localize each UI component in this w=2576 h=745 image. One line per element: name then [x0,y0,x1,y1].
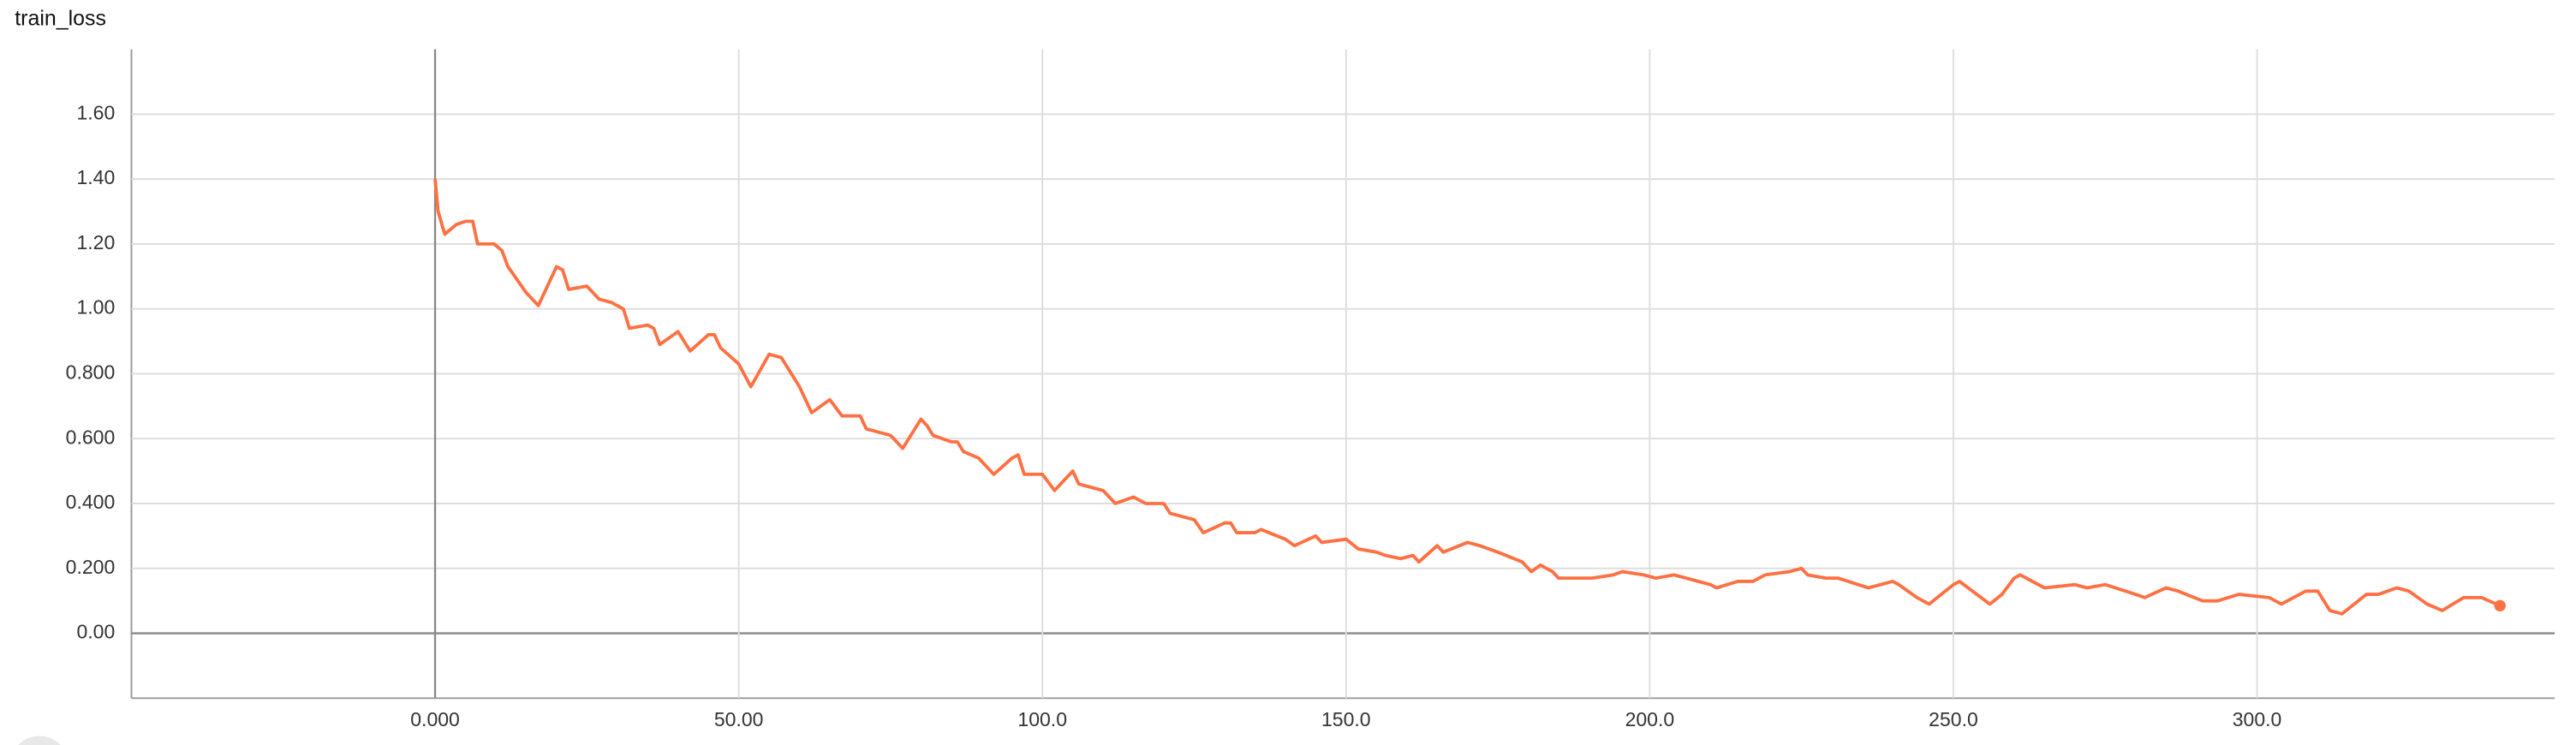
x-tick-label: 0.000 [410,708,460,730]
y-tick-label: 1.20 [76,231,115,253]
y-tick-label: 1.00 [76,296,115,319]
y-tick-label: 1.40 [76,166,115,188]
x-tick-label: 200.0 [1625,708,1675,730]
x-tick-label: 300.0 [2233,708,2282,730]
line-series [433,178,2501,616]
chart-title: train_loss [15,7,106,31]
fab-button[interactable] [10,736,69,745]
y-tick-label: 0.800 [66,361,116,384]
y-tick-label: 1.60 [76,101,115,123]
y-tick-label: 0.200 [66,556,116,578]
x-tick-label: 100.0 [1017,708,1067,730]
x-tick-label: 50.00 [714,708,764,730]
y-tick-label: 0.600 [66,426,116,448]
last-point [2494,599,2506,612]
x-tick-label: 150.0 [1321,708,1371,730]
y-tick-label: 0.00 [76,621,115,643]
y-tick-label: 0.400 [66,491,116,513]
x-tick-label: 250.0 [1929,708,1978,730]
